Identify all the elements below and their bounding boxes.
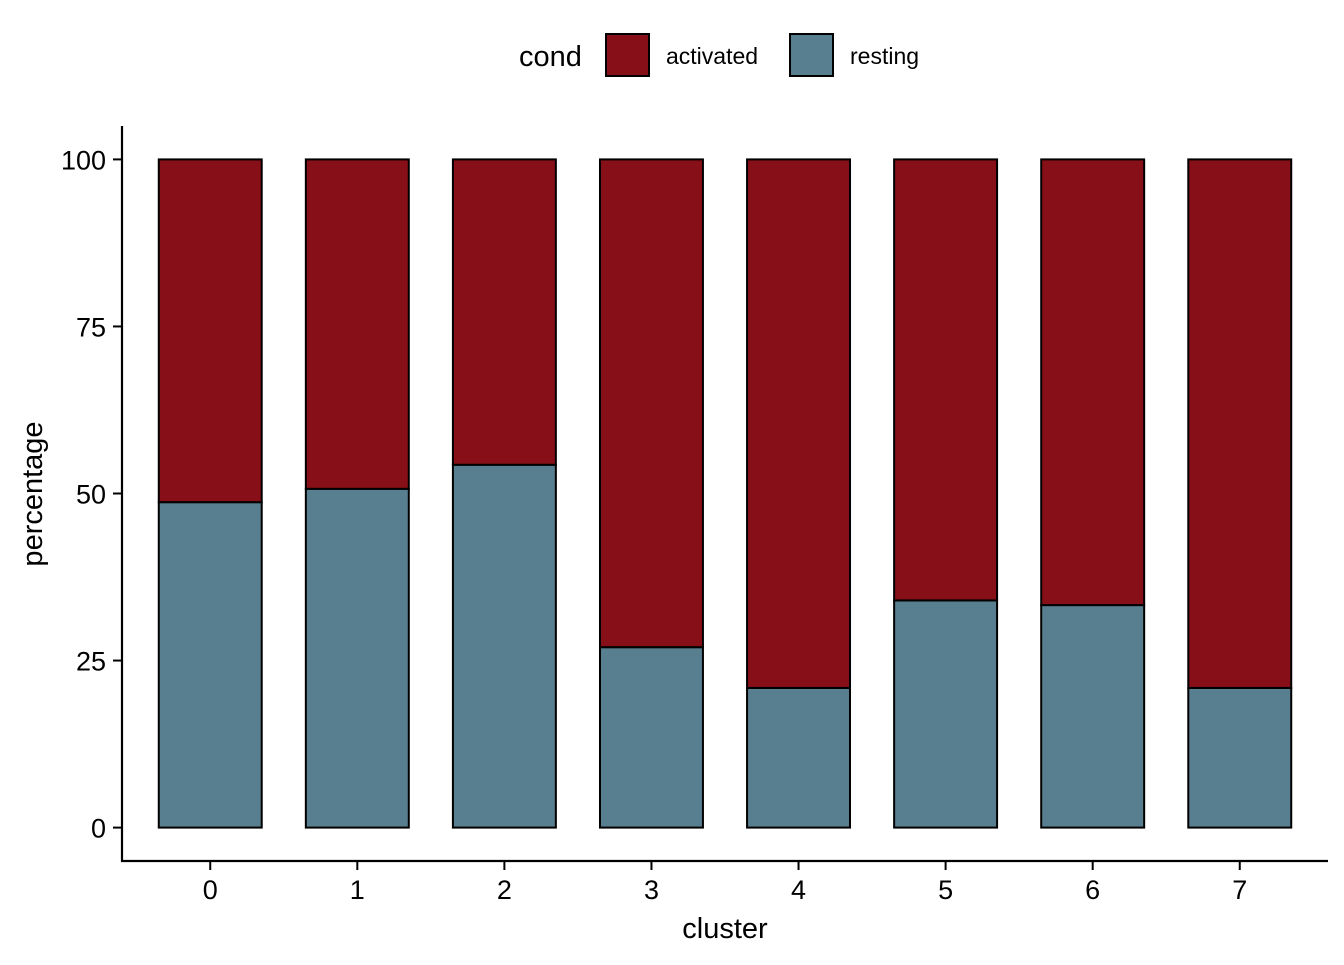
x-tick-label: 1 (350, 875, 365, 905)
y-tick-label: 100 (61, 145, 106, 175)
x-tick-label: 6 (1085, 875, 1100, 905)
bar-activated-cluster-2 (451, 158, 557, 466)
bar-activated-cluster-7 (1187, 158, 1293, 689)
y-axis-title: percentage (17, 421, 49, 566)
axes (120, 126, 1328, 863)
bar-resting-cluster-3 (598, 646, 704, 829)
legend-title: cond (519, 41, 582, 73)
legend-label-activated: activated (666, 43, 758, 69)
bar-resting-cluster-4 (746, 686, 852, 829)
x-tick-label: 7 (1232, 875, 1247, 905)
bars (157, 158, 1293, 829)
legend: cond activated resting (519, 33, 919, 77)
bar-resting-cluster-2 (451, 463, 557, 829)
bar-activated-cluster-3 (598, 158, 704, 649)
bar-resting-cluster-5 (893, 599, 999, 829)
x-axis-title: cluster (682, 913, 768, 945)
y-tick-label: 75 (76, 312, 106, 342)
bar-activated-cluster-6 (1040, 158, 1146, 607)
x-tick-label: 2 (497, 875, 512, 905)
y-tick-label: 50 (76, 480, 106, 510)
x-tick-label: 4 (791, 875, 806, 905)
bar-activated-cluster-4 (746, 158, 852, 689)
y-axis-ticks: 0 25 50 75 100 (61, 145, 122, 844)
bar-resting-cluster-7 (1187, 686, 1293, 829)
bar-resting-cluster-6 (1040, 604, 1146, 829)
bar-activated-cluster-0 (157, 158, 263, 504)
y-tick-label: 0 (91, 814, 106, 844)
bar-resting-cluster-0 (157, 501, 263, 829)
x-axis-ticks: 0 1 2 3 4 5 6 7 (203, 861, 1247, 905)
y-tick-label: 25 (76, 647, 106, 677)
legend-key-activated (605, 33, 650, 77)
bar-resting-cluster-1 (304, 487, 410, 829)
x-tick-label: 0 (203, 875, 218, 905)
bar-activated-cluster-5 (893, 158, 999, 602)
bar-activated-cluster-1 (304, 158, 410, 490)
x-tick-label: 3 (644, 875, 659, 905)
legend-label-resting: resting (850, 43, 919, 69)
legend-key-resting (789, 33, 834, 77)
x-tick-label: 5 (938, 875, 953, 905)
